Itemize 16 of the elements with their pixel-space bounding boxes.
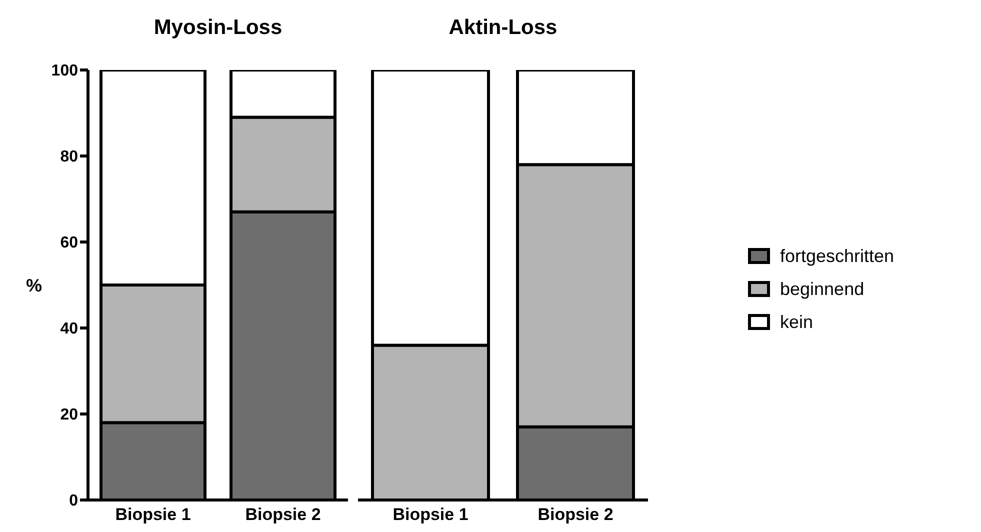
y-tick-label: 40	[60, 320, 78, 338]
chart-title: Myosin-Loss	[152, 15, 284, 41]
y-tick-label: 20	[60, 406, 78, 424]
x-tick-label: Biopsie 2	[538, 505, 614, 524]
y-tick-label: 80	[60, 148, 78, 166]
legend-label: beginnend	[780, 278, 864, 300]
y-tick-label: 60	[60, 234, 78, 252]
x-tick-label: Biopsie 1	[115, 505, 191, 524]
chart-title: Aktin-Loss	[448, 15, 558, 41]
x-tick-label: Biopsie 1	[392, 505, 468, 524]
legend-label: kein	[780, 312, 814, 332]
y-axis-title: %	[26, 275, 42, 296]
y-tick-label: 100	[51, 62, 78, 80]
y-tick-label: 0	[69, 492, 78, 510]
legend-label: fortgeschritten	[780, 246, 894, 266]
x-tick-label: Biopsie 2	[245, 505, 321, 524]
